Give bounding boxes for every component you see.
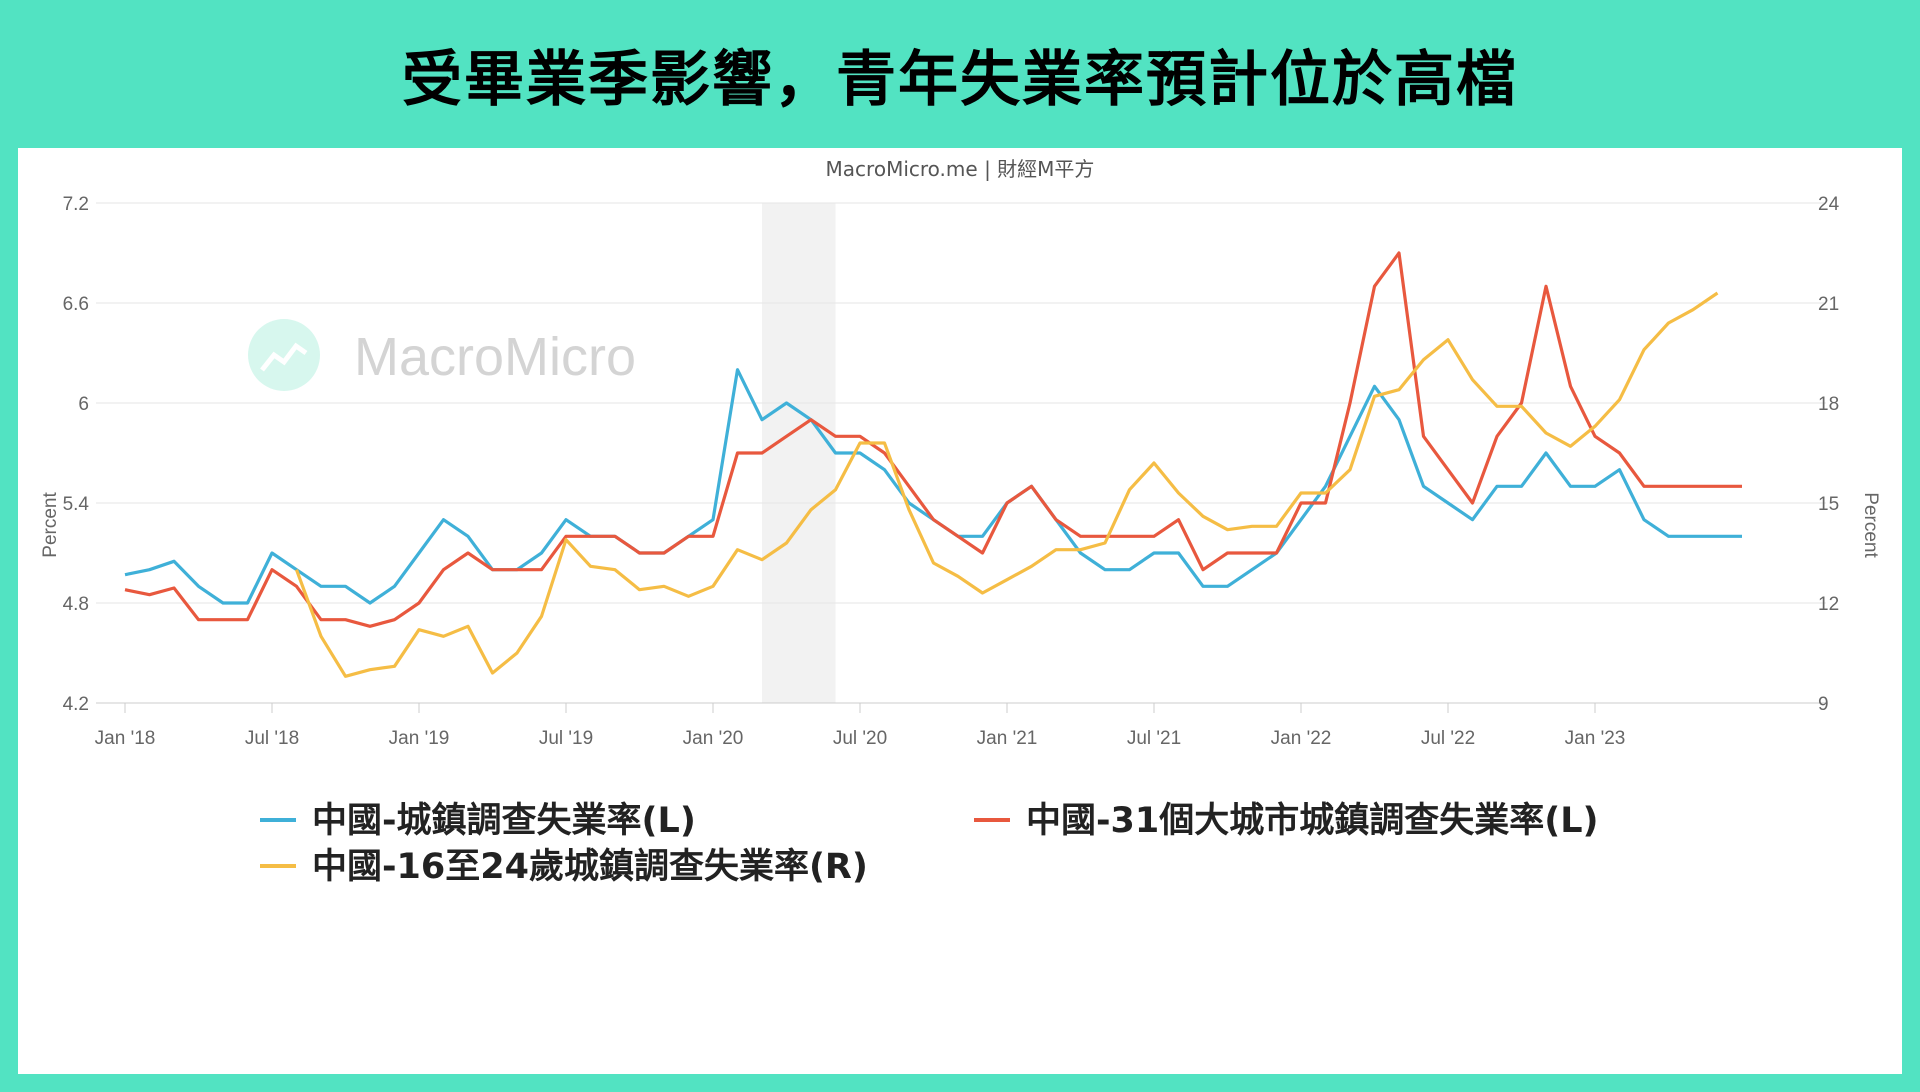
legend: 中國-城鎮調查失業率(L) 中國-31個大城市城鎮調查失業率(L) 中國-16至24…	[260, 801, 1599, 887]
series-line-2	[124, 251, 1742, 628]
x-tick-label: Jan '18	[95, 728, 156, 749]
shaded-period	[762, 203, 836, 703]
x-tick-label: Jul '22	[1421, 728, 1475, 749]
y-left-tick-label: 4.2	[63, 694, 89, 715]
y-right-tick-label: 15	[1818, 494, 1839, 515]
x-tick-label: Jan '20	[683, 728, 744, 749]
series-line-3	[294, 291, 1719, 678]
y-axis-right-title: Percent	[1860, 492, 1881, 558]
source-credit: MacroMicro.me | 財經M平方	[826, 157, 1095, 181]
x-tick-label: Jul '20	[833, 728, 887, 749]
series-line-1	[124, 368, 1742, 605]
y-left-tick-label: 4.8	[63, 594, 89, 615]
x-tick-label: Jan '23	[1565, 728, 1626, 749]
y-right-tick-label: 9	[1818, 694, 1829, 715]
y-axis-right: 9 12 15 18 21 24	[1818, 194, 1840, 715]
x-tick-label: Jul '21	[1127, 728, 1181, 749]
y-axis-left: 4.2 4.8 5.4 6 6.6 7.2	[63, 194, 90, 715]
legend-label: 中國-16至24歲城鎮調查失業率(R)	[312, 847, 868, 887]
y-left-tick-label: 7.2	[63, 194, 89, 215]
y-left-tick-label: 5.4	[63, 494, 90, 515]
x-axis: Jan '18 Jul '18 Jan '19 Jul '19 Jan '20 Jul '…	[95, 703, 1626, 749]
x-tick-label: Jul '19	[539, 728, 593, 749]
y-left-tick-label: 6	[78, 394, 89, 415]
x-tick-label: Jan '21	[977, 728, 1038, 749]
y-axis-left-title: Percent	[40, 492, 61, 558]
line-chart: MacroMicro MacroMicro.me | 財經M平方 Jan '18…	[40, 157, 1881, 887]
y-left-tick-label: 6.6	[63, 294, 89, 315]
chart-panel: MacroMicro MacroMicro.me | 財經M平方 Jan '18…	[18, 148, 1902, 1074]
x-tick-label: Jan '22	[1271, 728, 1332, 749]
watermark-logo: MacroMicro	[248, 319, 636, 391]
x-tick-label: Jul '18	[245, 728, 299, 749]
watermark-text: MacroMicro	[354, 327, 636, 387]
legend-label: 中國-城鎮調查失業率(L)	[312, 801, 696, 841]
y-right-tick-label: 24	[1818, 194, 1840, 215]
y-right-tick-label: 12	[1818, 594, 1839, 615]
grid-lines	[96, 202, 1826, 704]
legend-label: 中國-31個大城市城鎮調查失業率(L)	[1026, 801, 1599, 841]
y-right-tick-label: 18	[1818, 394, 1839, 415]
x-tick-label: Jan '19	[389, 728, 450, 749]
page-title: 受畢業季影響，青年失業率預計位於高檔	[402, 44, 1518, 115]
series-lines	[124, 251, 1742, 678]
y-right-tick-label: 21	[1818, 294, 1839, 315]
